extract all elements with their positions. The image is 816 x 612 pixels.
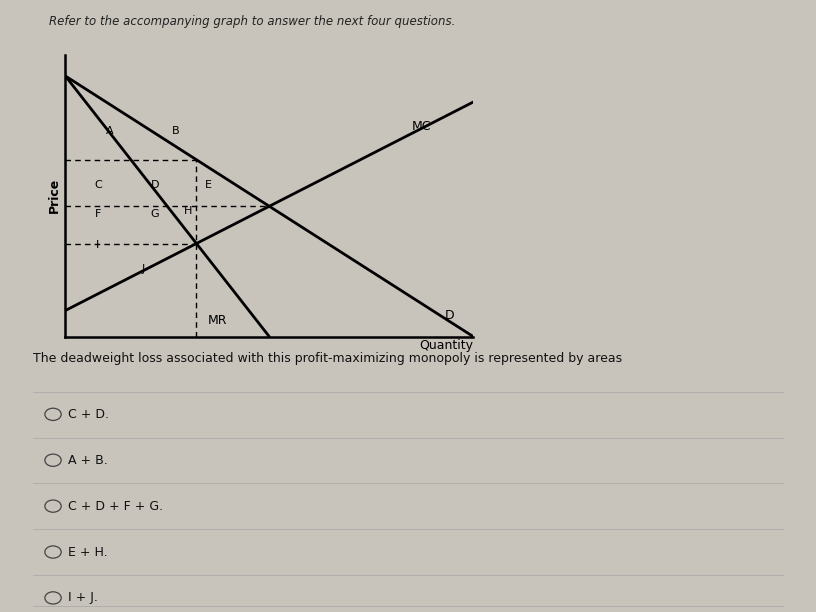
Text: MC: MC (412, 121, 432, 133)
Text: C + D.: C + D. (68, 408, 109, 421)
Text: A + B.: A + B. (68, 453, 108, 467)
Text: J: J (141, 264, 144, 274)
Y-axis label: Price: Price (48, 178, 61, 214)
Text: E: E (205, 181, 211, 190)
Text: G: G (151, 209, 159, 219)
Text: MR: MR (208, 315, 228, 327)
Text: E + H.: E + H. (68, 545, 108, 559)
Text: C: C (94, 181, 102, 190)
Text: A: A (106, 125, 114, 136)
Text: D: D (445, 309, 455, 323)
X-axis label: Quantity: Quantity (419, 340, 473, 353)
Text: Refer to the accompanying graph to answer the next four questions.: Refer to the accompanying graph to answe… (49, 15, 455, 28)
Text: H: H (184, 206, 192, 217)
Text: The deadweight loss associated with this profit-maximizing monopoly is represent: The deadweight loss associated with this… (33, 352, 622, 365)
Text: I + J.: I + J. (68, 591, 98, 605)
Text: D: D (151, 181, 159, 190)
Text: B: B (171, 125, 180, 136)
Text: F: F (95, 209, 101, 219)
Text: I: I (96, 241, 100, 250)
Text: C + D + F + G.: C + D + F + G. (68, 499, 163, 513)
